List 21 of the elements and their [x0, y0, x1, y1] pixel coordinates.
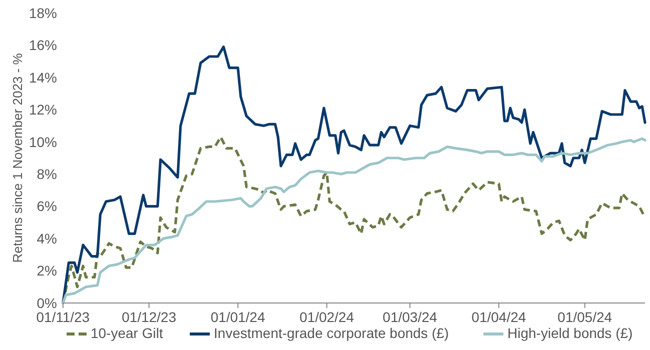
x-tick-label: 01/05/24 — [558, 309, 612, 325]
x-tick-label: 01/12/23 — [122, 309, 176, 325]
x-tick-label: 01/03/24 — [382, 309, 438, 325]
y-tick-label: 6% — [36, 198, 57, 214]
legend-label: High-yield bonds (£) — [507, 325, 633, 341]
legend-label: Investment-grade corporate bonds (£) — [214, 325, 449, 341]
y-tick-label: 16% — [28, 37, 57, 54]
y-axis-title: Returns since 1 November 2023 - % — [10, 52, 25, 263]
y-tick-label: 14% — [28, 69, 57, 86]
x-tick-label: 01/04/24 — [472, 309, 526, 325]
x-tick-label: 01/02/24 — [300, 309, 354, 325]
y-tick-label: 2% — [36, 262, 57, 279]
y-tick-label: 8% — [36, 166, 57, 182]
y-tick-label: 4% — [36, 230, 57, 246]
y-tick-label: 18% — [28, 4, 57, 21]
y-tick-label: 12% — [28, 102, 57, 118]
x-tick-label: 01/11/23 — [36, 309, 90, 325]
legend-label: 10-year Gilt — [90, 325, 164, 341]
x-tick-label: 01/01/24 — [210, 309, 266, 325]
y-tick-label: 10% — [28, 134, 57, 150]
y-tick-label: 0% — [36, 294, 57, 311]
